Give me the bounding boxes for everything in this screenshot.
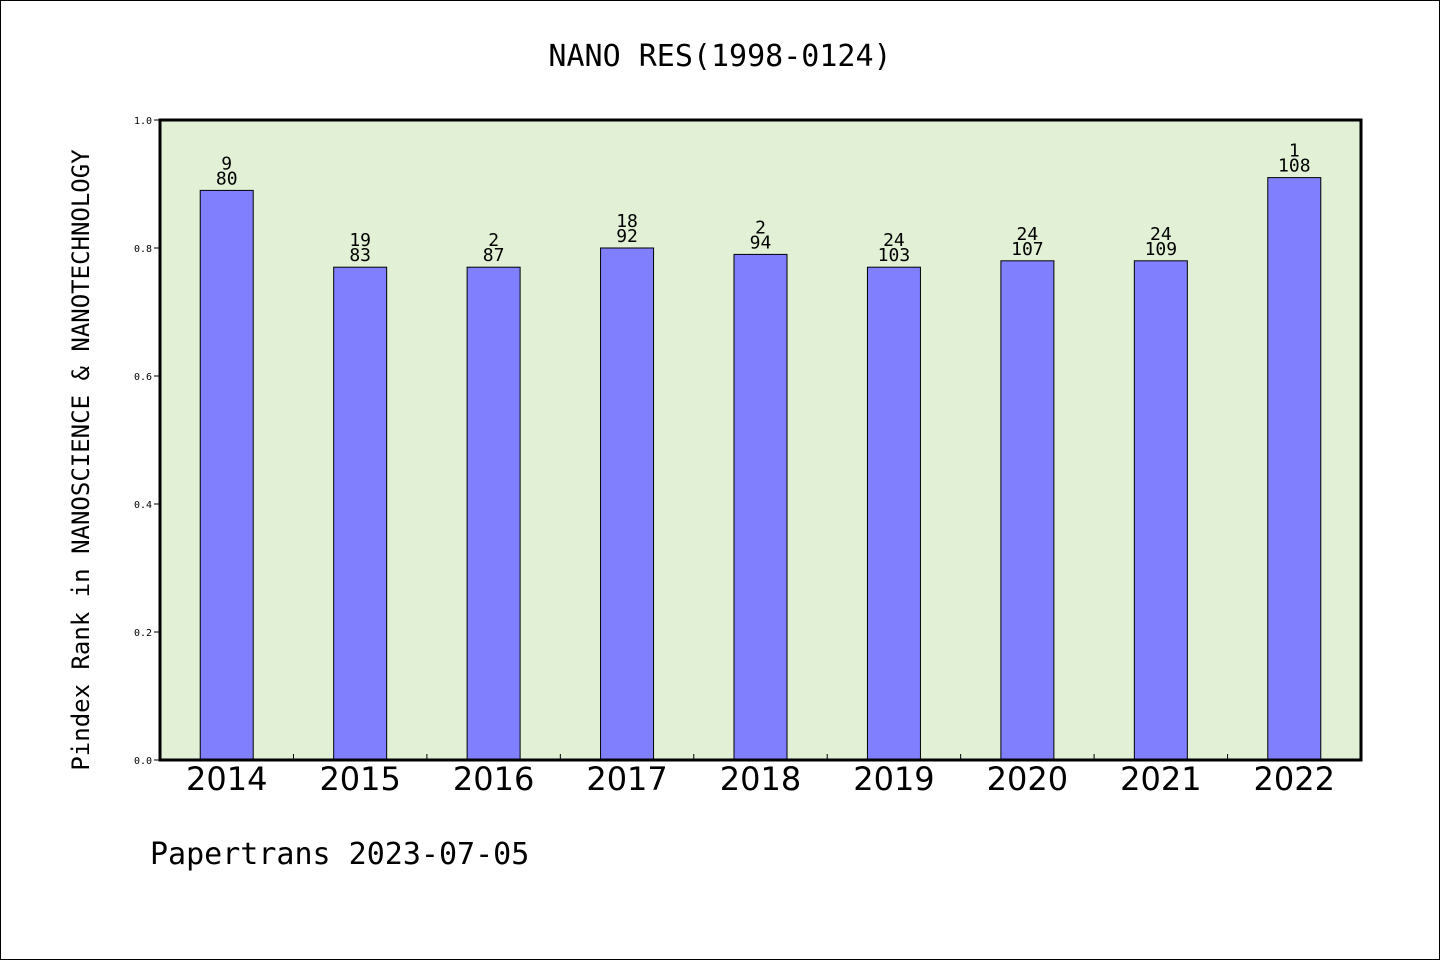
plot-border xyxy=(158,118,1363,762)
x-tick-label: 2014 xyxy=(186,760,267,798)
bar-label-bottom: 87 xyxy=(483,245,505,266)
bar-2017 xyxy=(600,247,655,761)
bar-label-bottom: 80 xyxy=(216,168,238,189)
bar-label-bottom: 108 xyxy=(1278,156,1311,177)
bar-label-bottom: 92 xyxy=(616,226,638,247)
y-tick-label: 0.8 xyxy=(134,244,152,255)
x-tick-label: 2019 xyxy=(853,760,934,798)
bar-series xyxy=(199,177,1322,761)
x-tick-label: 2017 xyxy=(586,760,667,798)
y-tick-label: 0.0 xyxy=(134,756,152,767)
bar-label-top: 2 xyxy=(755,217,766,238)
y-tick-label: 1.0 xyxy=(134,116,152,127)
y-axis-label: Pindex Rank in NANOSCIENCE & NANOTECHNOL… xyxy=(67,149,95,771)
bar-2014 xyxy=(199,189,254,761)
bar-label-bottom: 103 xyxy=(878,245,911,266)
x-tick-label: 2015 xyxy=(319,760,400,798)
bar-label-top: 24 xyxy=(1017,224,1039,245)
bar-label-bottom: 109 xyxy=(1145,239,1178,260)
x-tick-label: 2016 xyxy=(453,760,534,798)
bar-label-top: 18 xyxy=(616,211,638,232)
y-tick-label: 0.6 xyxy=(134,372,152,383)
bar-2019 xyxy=(866,266,921,761)
bar-label-top: 1 xyxy=(1289,141,1300,162)
y-tick-label: 0.4 xyxy=(134,500,152,511)
x-tick-label: 2021 xyxy=(1120,760,1201,798)
x-tick-label: 2018 xyxy=(720,760,801,798)
y-tick-label: 0.2 xyxy=(134,628,152,639)
bar-label-top: 2 xyxy=(488,230,499,251)
bar-2016 xyxy=(466,266,521,761)
bar-label-bottom: 83 xyxy=(349,245,371,266)
y-axis: 0.0 0.2 0.4 0.6 0.8 1.0 xyxy=(134,116,160,767)
bar-label-top: 24 xyxy=(1150,224,1172,245)
x-tick-label: 2020 xyxy=(987,760,1068,798)
bar-2018 xyxy=(733,253,788,761)
bar-2020 xyxy=(1000,260,1055,761)
bar-2015 xyxy=(333,266,388,761)
bar-label-top: 19 xyxy=(349,230,371,251)
x-axis: 2014 2015 2016 2017 2018 2019 2020 2021 2022 xyxy=(186,754,1335,798)
bar-label-top: 24 xyxy=(883,230,905,251)
bar-2021 xyxy=(1133,260,1188,761)
bar-2022 xyxy=(1267,177,1322,761)
footer-credit: Papertrans 2023-07-05 xyxy=(150,837,529,872)
bar-label-bottom: 94 xyxy=(750,232,772,253)
bar-label-top: 9 xyxy=(221,153,232,174)
x-tick-label: 2022 xyxy=(1254,760,1335,798)
chart-title: NANO RES(1998-0124) xyxy=(548,39,891,74)
bar-label-bottom: 107 xyxy=(1011,239,1044,260)
